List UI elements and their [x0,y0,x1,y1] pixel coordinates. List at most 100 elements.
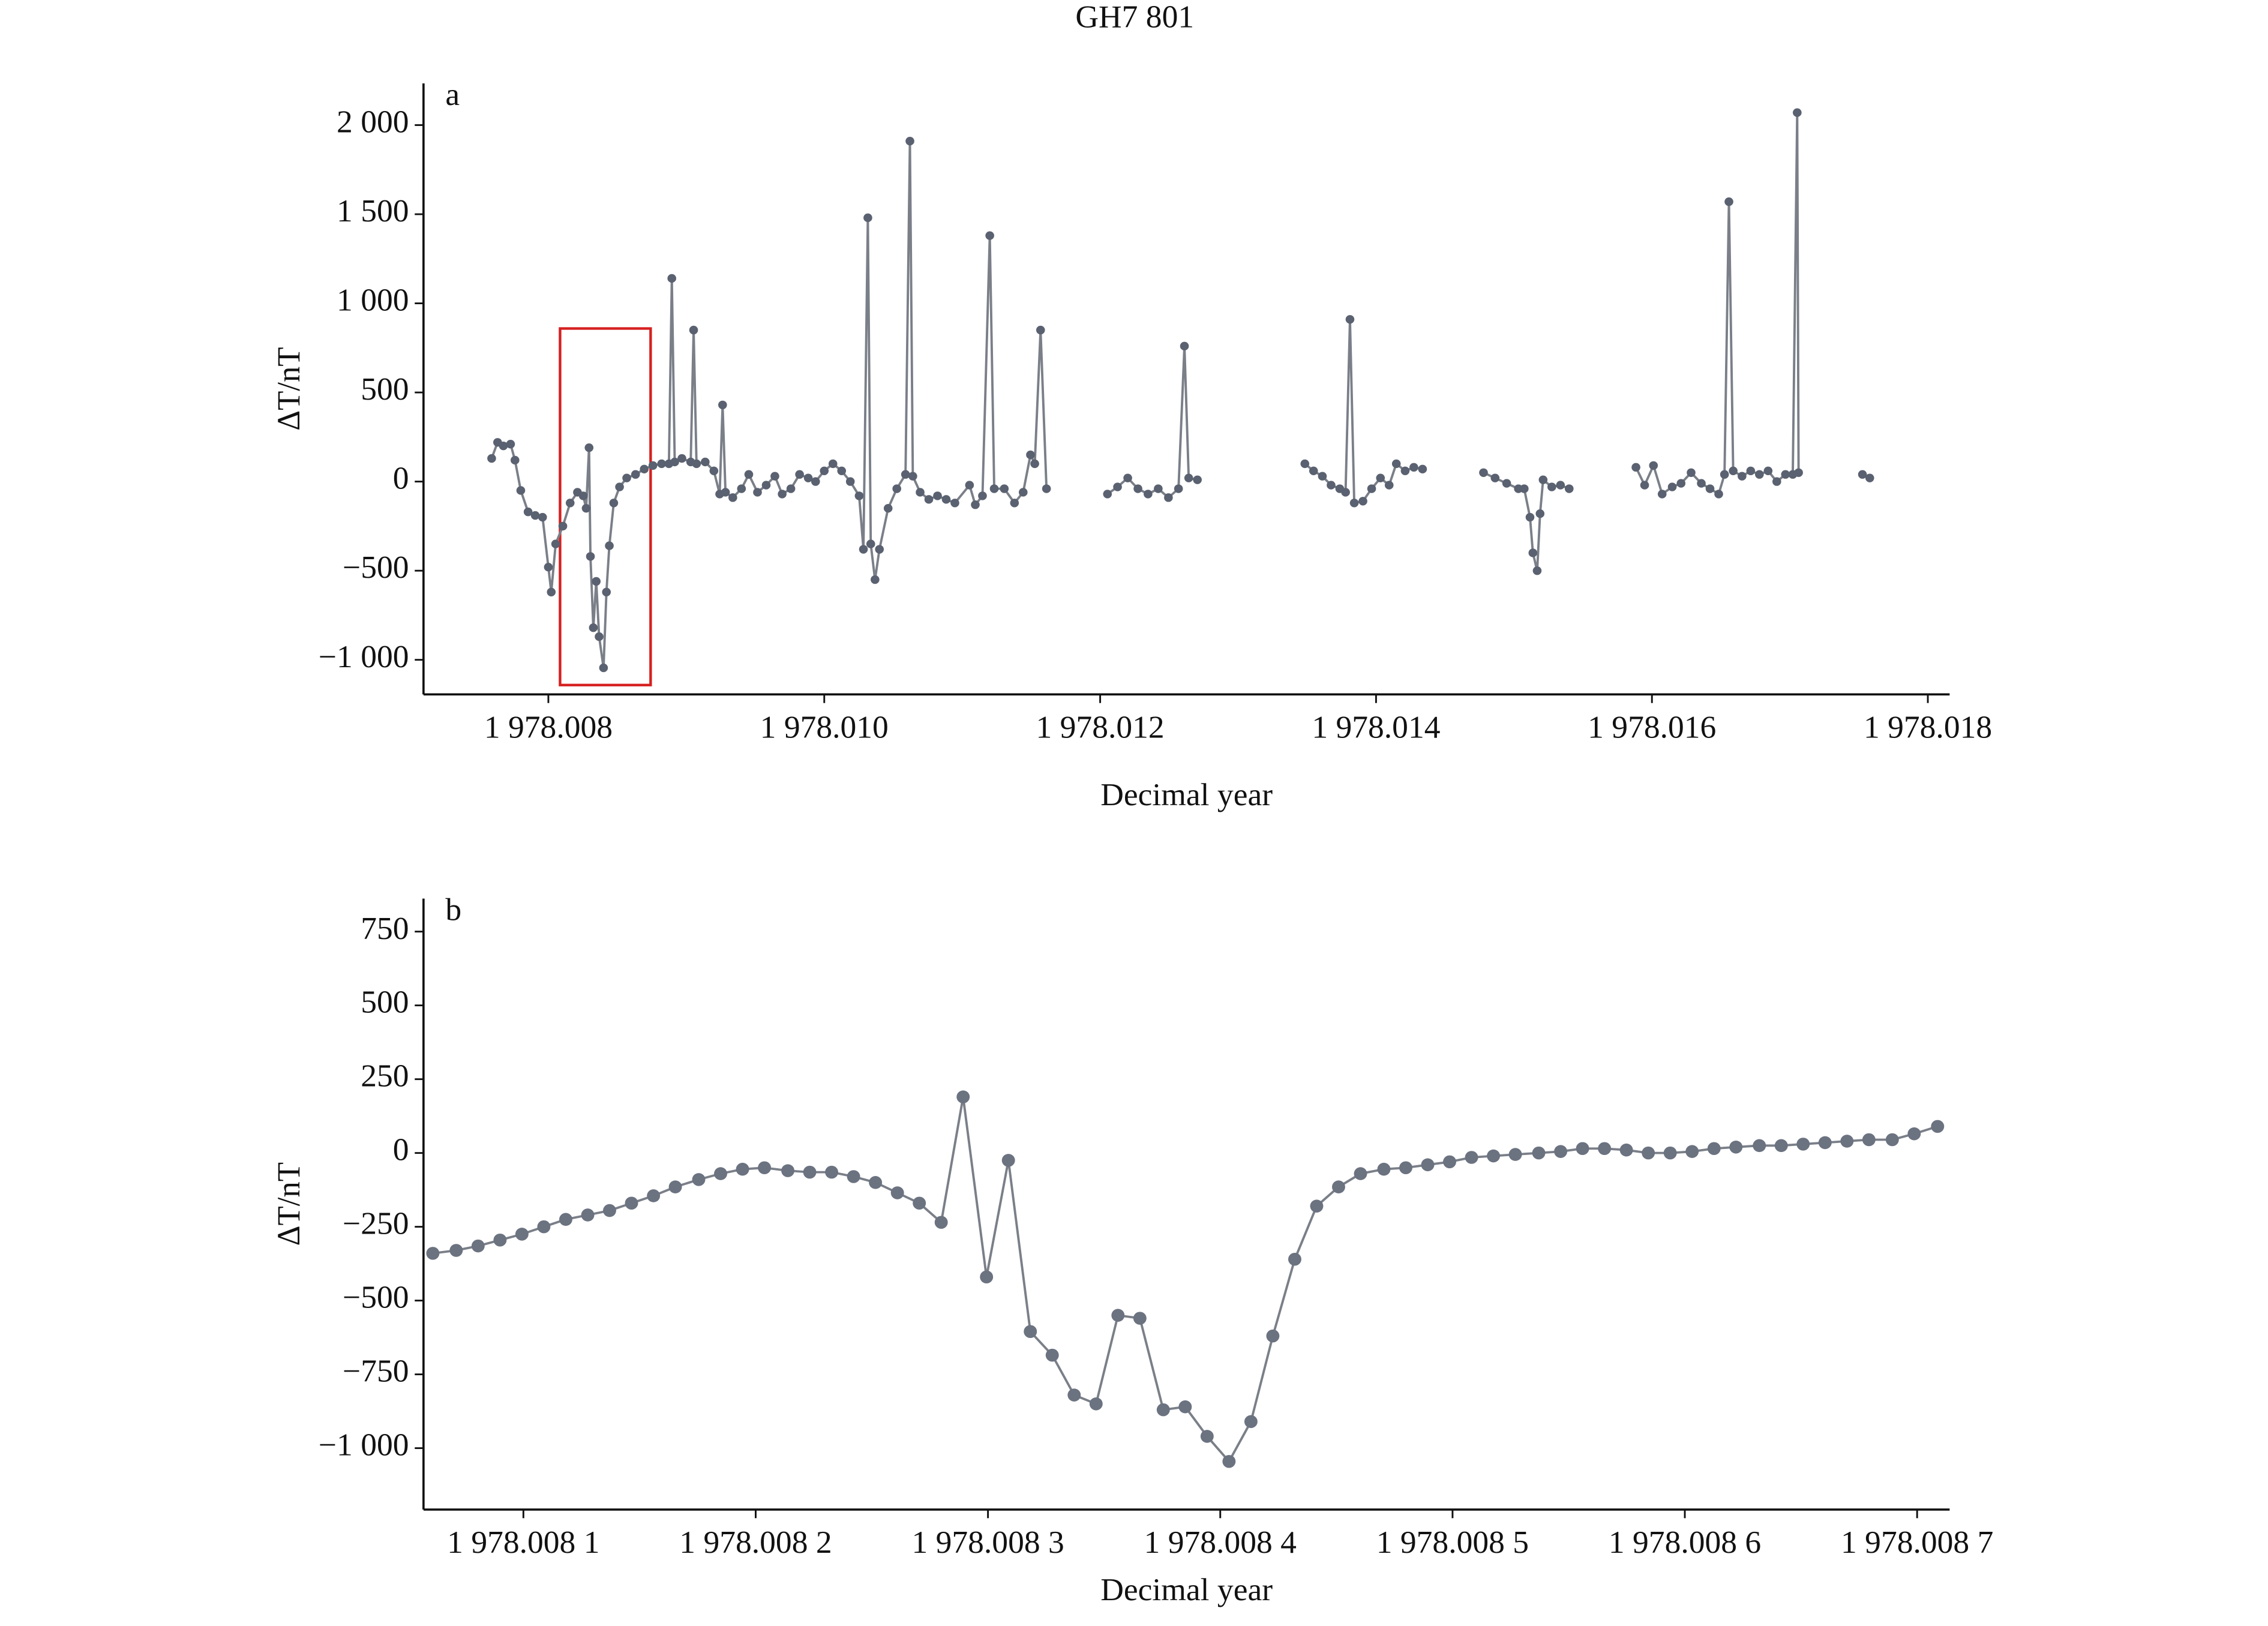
x-tick-label: 1 978.014 [1312,710,1440,745]
x-tick-label: 1 978.008 4 [1144,1525,1297,1560]
data-point [1266,1329,1280,1343]
data-point [1667,482,1677,491]
data-point [825,1165,839,1179]
data-point [615,482,624,491]
data-point [1332,1180,1345,1193]
data-point [965,481,974,490]
data-point [1576,1142,1589,1156]
data-point [609,499,619,508]
y-tick-label: 0 [393,1133,409,1168]
data-point [523,507,533,517]
y-tick-label: −750 [343,1354,409,1389]
y-tick-label: −1 000 [319,640,409,674]
x-tick-label: 1 978.008 [484,710,613,745]
data-point [586,552,595,561]
data-point [677,454,686,463]
data-point [1036,325,1045,335]
data-point [1310,1199,1324,1213]
data-point [1490,473,1500,482]
data-point [1479,468,1488,477]
data-point [605,541,614,550]
data-point [978,491,987,500]
data-point [1796,1138,1810,1151]
y-tick-label: −500 [343,551,409,586]
data-point [1067,1388,1081,1402]
data-point [670,457,679,467]
data-point [1763,466,1773,475]
data-point [1180,341,1189,351]
data-point [657,459,666,469]
data-point [1705,484,1715,493]
data-point [1384,481,1394,490]
data-point [1089,1397,1103,1411]
data-point [1663,1146,1677,1160]
y-tick-label: 0 [393,461,409,496]
y-tick-label: −1 000 [319,1428,409,1463]
data-point [950,499,959,508]
data-point [1421,1158,1435,1172]
data-point [510,455,520,465]
data-point [581,1208,595,1222]
data-point [1178,1400,1192,1414]
data-point [1729,466,1738,475]
data-point [1113,482,1122,491]
data-point [1697,479,1706,488]
data-point [1222,1454,1236,1468]
data-point [1640,481,1649,490]
data-point [1376,473,1385,482]
data-point [1184,473,1193,482]
data-point [667,274,677,283]
data-point [1862,1133,1876,1147]
data-point [1865,473,1874,482]
data-point [1642,1146,1655,1160]
data-point [718,400,727,410]
data-point [544,563,553,572]
data-point [603,1204,616,1217]
data-point [558,521,568,531]
data-point [1508,1148,1522,1161]
data-point [1685,1145,1699,1158]
data-point [1885,1133,1899,1147]
data-point [1318,472,1327,481]
x-tick-label: 1 978.008 6 [1609,1525,1761,1560]
data-point [863,213,872,223]
data-point [934,1216,948,1229]
data-point [1288,1252,1301,1266]
y-tick-label: 250 [361,1059,409,1094]
data-point [854,491,864,500]
data-point [883,503,893,513]
data-point [1133,484,1142,493]
data-point [493,1233,507,1247]
data-point [803,1165,817,1179]
data-point [1738,472,1747,481]
data-point [559,1213,572,1226]
data-point [1345,315,1355,324]
data-point [565,499,575,508]
data-point [701,457,710,467]
y-tick-label: 750 [361,911,409,946]
data-point [595,632,604,641]
data-point [971,500,980,509]
data-point [1309,466,1318,475]
data-point [602,587,611,596]
data-point [866,539,875,548]
y-tick-label: 2 000 [337,105,409,140]
data-point [1556,481,1565,490]
data-point [640,464,649,474]
data-point [1794,468,1803,477]
data-point [1907,1127,1921,1141]
data-point [781,1164,795,1177]
data-point [980,1270,994,1284]
data-point [820,466,829,475]
data-point [1707,1142,1721,1156]
data-point [1729,1141,1743,1154]
data-point [1042,484,1051,493]
data-point [578,491,588,500]
data-point [956,1090,970,1103]
data-point [892,484,901,493]
data-point [631,470,640,479]
data-point [622,473,631,482]
data-point [1465,1151,1478,1164]
data-point [1377,1162,1391,1176]
panel-label: a [445,77,460,112]
